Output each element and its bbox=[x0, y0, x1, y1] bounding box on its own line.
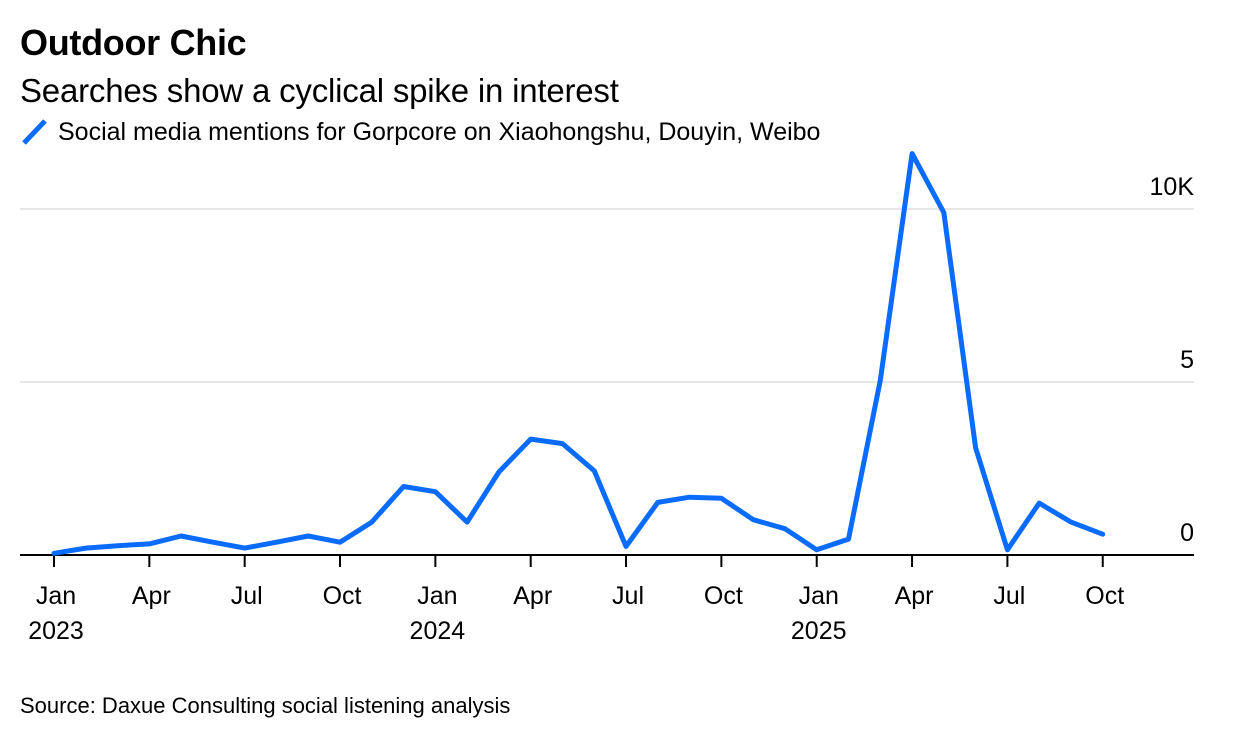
x-tick-label: Apr bbox=[132, 582, 171, 610]
legend: Social media mentions for Gorpcore on Xi… bbox=[20, 116, 820, 148]
x-tick-label: Jan bbox=[36, 582, 76, 610]
x-tick-year-label: 2025 bbox=[791, 617, 847, 645]
x-tick-label: Jul bbox=[993, 582, 1025, 610]
x-tick-label: Apr bbox=[513, 582, 552, 610]
chart-title: Outdoor Chic bbox=[20, 22, 247, 63]
x-tick-label: Oct bbox=[704, 582, 743, 610]
source-note: Source: Daxue Consulting social listenin… bbox=[20, 693, 511, 718]
x-tick-label: Jan bbox=[417, 582, 457, 610]
series-layer bbox=[51, 151, 1106, 556]
x-axis: Jan 2023 Apr Jul Oct Jan 2024 Apr Jul Oct Jan 2025 A… bbox=[20, 554, 1194, 645]
chart-subtitle: Searches show a cyclical spike in intere… bbox=[20, 72, 619, 109]
series-line-0 bbox=[51, 151, 1106, 556]
x-tick-label: Apr bbox=[895, 582, 934, 610]
grid-lines bbox=[20, 208, 1194, 383]
x-tick-label: Jan bbox=[799, 582, 839, 610]
x-tick-label: Jul bbox=[231, 582, 263, 610]
y-tick-label: 0 bbox=[1180, 519, 1194, 547]
x-tick-label: Oct bbox=[1085, 582, 1124, 610]
y-axis-labels: 0 5 10K bbox=[1150, 173, 1195, 547]
y-tick-label: 10K bbox=[1150, 173, 1195, 201]
y-tick-label: 5 bbox=[1180, 346, 1194, 374]
legend-line-icon bbox=[22, 119, 47, 145]
x-tick-year-label: 2023 bbox=[28, 617, 84, 645]
x-tick-label: Jul bbox=[612, 582, 644, 610]
x-tick-label: Oct bbox=[323, 582, 362, 610]
legend-label: Social media mentions for Gorpcore on Xi… bbox=[58, 117, 821, 146]
x-tick-year-label: 2024 bbox=[410, 617, 466, 645]
